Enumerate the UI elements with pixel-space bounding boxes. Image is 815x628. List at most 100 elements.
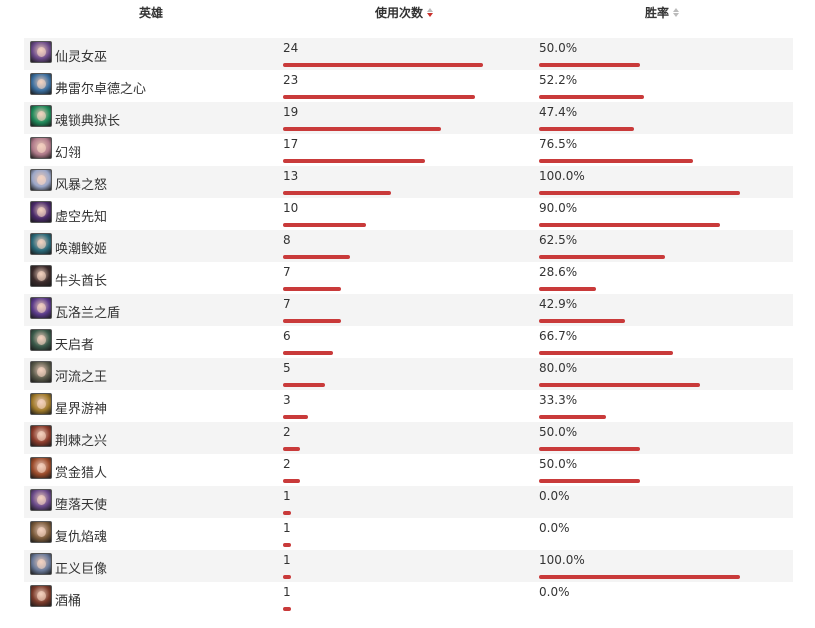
win-rate-bar <box>539 383 700 387</box>
win-rate: 50.0% <box>539 457 578 471</box>
hero-name[interactable]: 正义巨像 <box>55 562 108 577</box>
win-rate: 66.7% <box>539 329 578 343</box>
table-row[interactable]: 赏金猎人 2 50.0% <box>24 454 793 486</box>
table-row[interactable]: 仙灵女巫 24 50.0% <box>24 38 793 70</box>
hero-name[interactable]: 酒桶 <box>55 594 82 609</box>
usage-count: 1 <box>283 553 291 567</box>
win-rate: 62.5% <box>539 233 578 247</box>
hero-portrait-icon[interactable] <box>30 169 52 191</box>
win-rate-bar <box>539 63 640 67</box>
hero-name[interactable]: 河流之王 <box>55 370 108 385</box>
hero-portrait-face <box>37 559 46 569</box>
win-rate: 0.0% <box>539 585 570 599</box>
hero-portrait-face <box>37 495 46 505</box>
hero-portrait-icon[interactable] <box>30 73 52 95</box>
win-rate: 100.0% <box>539 169 585 183</box>
hero-portrait-face <box>37 47 46 57</box>
hero-portrait-icon[interactable] <box>30 201 52 223</box>
usage-bar <box>283 447 300 451</box>
win-rate: 42.9% <box>539 297 578 311</box>
column-header-usage-label[interactable]: 使用次数 <box>375 6 424 20</box>
win-rate: 100.0% <box>539 553 585 567</box>
table-row[interactable]: 虚空先知 10 90.0% <box>24 198 793 230</box>
hero-name[interactable]: 幻翎 <box>55 146 82 161</box>
hero-portrait-face <box>37 431 46 441</box>
table-header: 英雄 使用次数 胜率 <box>0 0 815 26</box>
hero-portrait-icon[interactable] <box>30 585 52 607</box>
hero-portrait-icon[interactable] <box>30 329 52 351</box>
hero-portrait-icon[interactable] <box>30 457 52 479</box>
usage-bar <box>283 191 391 195</box>
usage-count: 5 <box>283 361 291 375</box>
hero-name[interactable]: 唤潮鲛姬 <box>55 242 108 257</box>
column-header-usage[interactable]: 使用次数 <box>375 4 434 21</box>
hero-name[interactable]: 荆棘之兴 <box>55 434 108 449</box>
sort-arrows-icon[interactable] <box>673 8 680 17</box>
sort-up-icon[interactable] <box>673 8 680 12</box>
hero-name[interactable]: 堕落天使 <box>55 498 108 513</box>
table-row[interactable]: 正义巨像 1 100.0% <box>24 550 793 582</box>
hero-name[interactable]: 瓦洛兰之盾 <box>55 306 121 321</box>
table-row[interactable]: 复仇焰魂 1 0.0% <box>24 518 793 550</box>
usage-count: 10 <box>283 201 299 215</box>
usage-bar <box>283 127 441 131</box>
hero-portrait-icon[interactable] <box>30 425 52 447</box>
hero-name[interactable]: 天启者 <box>55 338 95 353</box>
hero-portrait-icon[interactable] <box>30 233 52 255</box>
usage-bar <box>283 383 325 387</box>
hero-stats-table: 仙灵女巫 24 50.0% 弗雷尔卓德之心 23 52.2% 魂锁典狱长 19 47.4% 幻翎 1… <box>24 38 793 614</box>
usage-bar <box>283 159 425 163</box>
hero-name[interactable]: 弗雷尔卓德之心 <box>55 82 147 97</box>
win-rate-bar <box>539 575 740 579</box>
hero-name[interactable]: 赏金猎人 <box>55 466 108 481</box>
table-row[interactable]: 魂锁典狱长 19 47.4% <box>24 102 793 134</box>
hero-portrait-icon[interactable] <box>30 553 52 575</box>
hero-portrait-icon[interactable] <box>30 361 52 383</box>
hero-name[interactable]: 仙灵女巫 <box>55 50 108 65</box>
hero-portrait-icon[interactable] <box>30 297 52 319</box>
table-row[interactable]: 牛头酋长 7 28.6% <box>24 262 793 294</box>
usage-bar <box>283 543 291 547</box>
table-row[interactable]: 弗雷尔卓德之心 23 52.2% <box>24 70 793 102</box>
table-row[interactable]: 河流之王 5 80.0% <box>24 358 793 390</box>
hero-portrait-icon[interactable] <box>30 393 52 415</box>
column-header-winrate[interactable]: 胜率 <box>645 4 680 21</box>
column-header-hero-label: 英雄 <box>139 6 164 20</box>
hero-name[interactable]: 虚空先知 <box>55 210 108 225</box>
table-row[interactable]: 幻翎 17 76.5% <box>24 134 793 166</box>
hero-name[interactable]: 风暴之怒 <box>55 178 108 193</box>
sort-down-icon[interactable] <box>427 13 434 17</box>
hero-name[interactable]: 牛头酋长 <box>55 274 108 289</box>
hero-portrait-icon[interactable] <box>30 265 52 287</box>
hero-portrait-icon[interactable] <box>30 137 52 159</box>
usage-bar <box>283 511 291 515</box>
table-row[interactable]: 风暴之怒 13 100.0% <box>24 166 793 198</box>
usage-count: 23 <box>283 73 299 87</box>
table-row[interactable]: 天启者 6 66.7% <box>24 326 793 358</box>
table-row[interactable]: 星界游神 3 33.3% <box>24 390 793 422</box>
sort-up-icon[interactable] <box>427 8 434 12</box>
win-rate-bar <box>539 415 606 419</box>
hero-portrait-icon[interactable] <box>30 521 52 543</box>
sort-down-icon[interactable] <box>673 13 680 17</box>
usage-count: 7 <box>283 297 291 311</box>
hero-name[interactable]: 复仇焰魂 <box>55 530 108 545</box>
sort-arrows-icon[interactable] <box>427 8 434 17</box>
hero-portrait-face <box>37 143 46 153</box>
usage-bar <box>283 479 300 483</box>
table-row[interactable]: 荆棘之兴 2 50.0% <box>24 422 793 454</box>
win-rate: 50.0% <box>539 425 578 439</box>
table-row[interactable]: 堕落天使 1 0.0% <box>24 486 793 518</box>
hero-name[interactable]: 魂锁典狱长 <box>55 114 121 129</box>
table-row[interactable]: 瓦洛兰之盾 7 42.9% <box>24 294 793 326</box>
hero-portrait-icon[interactable] <box>30 41 52 63</box>
table-row[interactable]: 酒桶 1 0.0% <box>24 582 793 614</box>
win-rate-bar <box>539 319 625 323</box>
win-rate-bar <box>539 351 673 355</box>
column-header-winrate-label[interactable]: 胜率 <box>645 6 670 20</box>
hero-portrait-icon[interactable] <box>30 489 52 511</box>
hero-name[interactable]: 星界游神 <box>55 402 108 417</box>
table-row[interactable]: 唤潮鲛姬 8 62.5% <box>24 230 793 262</box>
hero-portrait-icon[interactable] <box>30 105 52 127</box>
usage-bar <box>283 95 475 99</box>
